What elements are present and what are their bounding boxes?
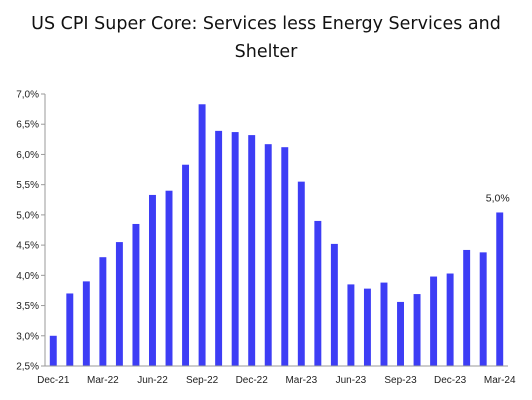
bar-May-23 (330, 243, 338, 366)
bar-Mar-22 (99, 257, 107, 366)
x-tick-label: Jun-22 (137, 375, 168, 386)
bar-May-22 (132, 223, 140, 366)
bar-Mar-24 (496, 212, 504, 366)
y-tick-label: 3,5% (16, 301, 39, 312)
bar-Feb-24 (479, 252, 487, 366)
x-tick-label: Mar-22 (87, 375, 119, 386)
bar-Apr-23 (314, 220, 322, 366)
x-tick-label: Sep-23 (384, 375, 417, 386)
bar-Sep-22 (198, 104, 206, 366)
chart-title: US CPI Super Core: Services less Energy … (0, 10, 532, 66)
bar-Jun-23 (347, 284, 355, 366)
bar-Feb-23 (281, 147, 289, 366)
x-tick-label: Jun-23 (336, 375, 367, 386)
bars (49, 104, 504, 366)
y-tick-label: 6,0% (16, 150, 39, 161)
bar-Oct-22 (215, 130, 223, 366)
y-tick-label: 7,0% (16, 90, 39, 101)
y-tick-label: 5,0% (16, 210, 39, 221)
bar-Dec-21 (49, 335, 57, 366)
x-tick-label: Dec-23 (434, 375, 467, 386)
y-tick-label: 3,0% (16, 331, 39, 342)
bar-Jan-22 (66, 293, 74, 366)
x-tick-label: Sep-22 (186, 375, 219, 386)
x-axis: Dec-21 Mar-22 Jun-22 Sep-22 Dec-22 Mar-23 Jun-… (37, 365, 516, 386)
x-tick-label: Mar-23 (285, 375, 317, 386)
x-tick-label: Dec-22 (236, 375, 269, 386)
y-axis: 2,5% 3,0% 3,5% 4,0% 4,5% 5,0% 5,5% 6,0% 6,5% 7,0% (16, 90, 46, 373)
bar-Jan-24 (463, 249, 471, 366)
bar-Apr-22 (115, 242, 123, 366)
bar-Aug-22 (182, 164, 190, 366)
bar-Oct-23 (413, 294, 421, 366)
bar-Jul-23 (363, 288, 371, 366)
y-tick-label: 5,5% (16, 180, 39, 191)
bar-Dec-22 (248, 135, 256, 366)
bar-Nov-23 (430, 276, 438, 366)
bar-Jan-23 (264, 144, 272, 366)
bar-Sep-23 (397, 301, 404, 366)
y-tick-label: 4,5% (16, 241, 39, 252)
data-label: 5,0% (486, 192, 510, 204)
bar-Mar-23 (297, 181, 305, 366)
data-labels: 5,0% (486, 192, 510, 204)
bar-Nov-22 (231, 132, 239, 366)
x-tick-label: Mar-24 (484, 375, 516, 386)
bar-Dec-23 (446, 273, 454, 366)
bar-Aug-23 (380, 282, 388, 366)
bar-Jun-22 (149, 194, 156, 366)
y-tick-label: 2,5% (16, 362, 39, 373)
chart-title-text: US CPI Super Core: Services less Energy … (31, 14, 501, 62)
y-tick-label: 6,5% (16, 120, 39, 131)
y-tick-label: 4,0% (16, 271, 39, 282)
x-tick-label: Dec-21 (37, 375, 70, 386)
bar-Jul-22 (165, 190, 173, 366)
bar-Feb-22 (82, 281, 90, 366)
